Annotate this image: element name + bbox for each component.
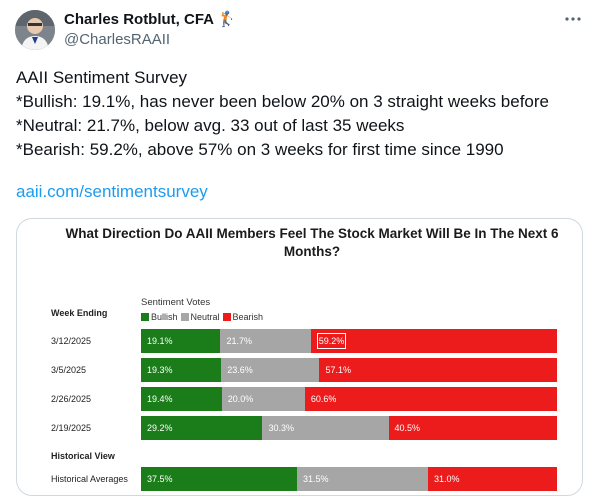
row-header: Week Ending xyxy=(51,308,108,318)
tweet-line: *Bullish: 19.1%, has never been below 20… xyxy=(16,92,549,111)
chart-title: What Direction Do AAII Members Feel The … xyxy=(65,226,559,259)
row-label: Historical Averages xyxy=(51,474,128,484)
legend-swatch xyxy=(180,313,189,321)
data-label: 29.2% xyxy=(147,423,173,433)
row-label: 2/26/2025 xyxy=(51,394,92,404)
row-label: 2/19/2025 xyxy=(51,423,92,433)
avatar-image xyxy=(15,10,55,50)
bar-segment-bearish: 31.0% xyxy=(428,467,557,491)
data-label: 31.5% xyxy=(303,474,329,484)
data-label: 23.6% xyxy=(227,365,253,375)
data-label: 19.4% xyxy=(147,394,173,404)
bar-segment-bearish: 57.1% xyxy=(319,358,557,382)
author-name[interactable]: Charles Rotblut, CFA 🏌️ xyxy=(64,11,237,28)
tweet-line: *Bearish: 59.2%, above 57% on 3 weeks fo… xyxy=(16,140,504,159)
bar-segment-bearish: 40.5% xyxy=(388,416,557,440)
chart-image-card[interactable]: What Direction Do AAII Members Feel The … xyxy=(16,218,583,496)
bar-segment-bullish: 19.4% xyxy=(141,387,222,411)
bar-segment-neutral: 31.5% xyxy=(297,467,429,491)
data-label: 60.6% xyxy=(310,394,337,404)
tweet-text: AAII Sentiment Survey *Bullish: 19.1%, h… xyxy=(16,66,586,162)
data-label: 19.3% xyxy=(147,365,173,375)
data-label: 40.5% xyxy=(394,423,421,433)
legend-swatch xyxy=(222,313,231,321)
chart-legend: Bullish Neutral Bearish xyxy=(141,312,266,322)
legend-item-bullish: Bullish xyxy=(141,312,178,322)
stacked-bar: 29.2% 30.3% 40.5% xyxy=(141,416,557,440)
row-label: 3/5/2025 xyxy=(51,365,87,375)
bar-segment-bullish: 19.1% xyxy=(141,329,221,353)
data-label: 59.2% xyxy=(316,333,347,349)
row-label: 3/12/2025 xyxy=(51,336,92,346)
legend-label: Bearish xyxy=(232,312,264,322)
legend-label: Bullish xyxy=(151,312,178,322)
bar-segment-neutral: 21.7% xyxy=(220,329,311,353)
tweet-line: *Neutral: 21.7%, below avg. 33 out of la… xyxy=(16,116,405,135)
stacked-bar: 19.3% 23.6% 57.1% xyxy=(141,358,557,382)
data-label: 20.0% xyxy=(227,394,254,404)
section-header: Historical View xyxy=(51,451,115,461)
bar-segment-neutral: 20.0% xyxy=(221,387,305,411)
data-label: 57.1% xyxy=(325,365,351,375)
stacked-bar: 19.4% 20.0% 60.6% xyxy=(141,387,557,411)
data-label: 21.7% xyxy=(226,336,252,346)
data-label: 31.0% xyxy=(434,474,460,484)
data-label: 37.5% xyxy=(147,474,173,484)
legend-label: Neutral xyxy=(190,312,220,322)
bar-segment-bullish: 37.5% xyxy=(141,467,297,491)
tweet-header: Charles Rotblut, CFA 🏌️ @CharlesRAAII xyxy=(0,0,597,60)
stacked-bar: 19.1% 21.7% 59.2% xyxy=(141,329,557,353)
legend-item-bearish: Bearish xyxy=(222,312,264,322)
legend-item-neutral: Neutral xyxy=(180,312,220,322)
more-options-icon[interactable] xyxy=(562,8,584,30)
bar-segment-bearish: 59.2% xyxy=(310,329,557,353)
bar-segment-neutral: 23.6% xyxy=(221,358,320,382)
tweet-line: AAII Sentiment Survey xyxy=(16,68,188,87)
data-label: 19.1% xyxy=(147,336,173,346)
bar-segment-bullish: 29.2% xyxy=(141,416,263,440)
bar-segment-bullish: 19.3% xyxy=(141,358,222,382)
bar-segment-neutral: 30.3% xyxy=(262,416,389,440)
legend-title: Sentiment Votes xyxy=(141,297,211,308)
author-handle[interactable]: @CharlesRAAII xyxy=(64,31,171,48)
bar-segment-bearish: 60.6% xyxy=(304,387,557,411)
data-label: 30.3% xyxy=(268,423,294,433)
avatar[interactable] xyxy=(15,10,55,50)
survey-link[interactable]: aaii.com/sentimentsurvey xyxy=(16,182,208,201)
stacked-bar: 37.5% 31.5% 31.0% xyxy=(141,467,557,491)
legend-swatch xyxy=(141,313,149,321)
